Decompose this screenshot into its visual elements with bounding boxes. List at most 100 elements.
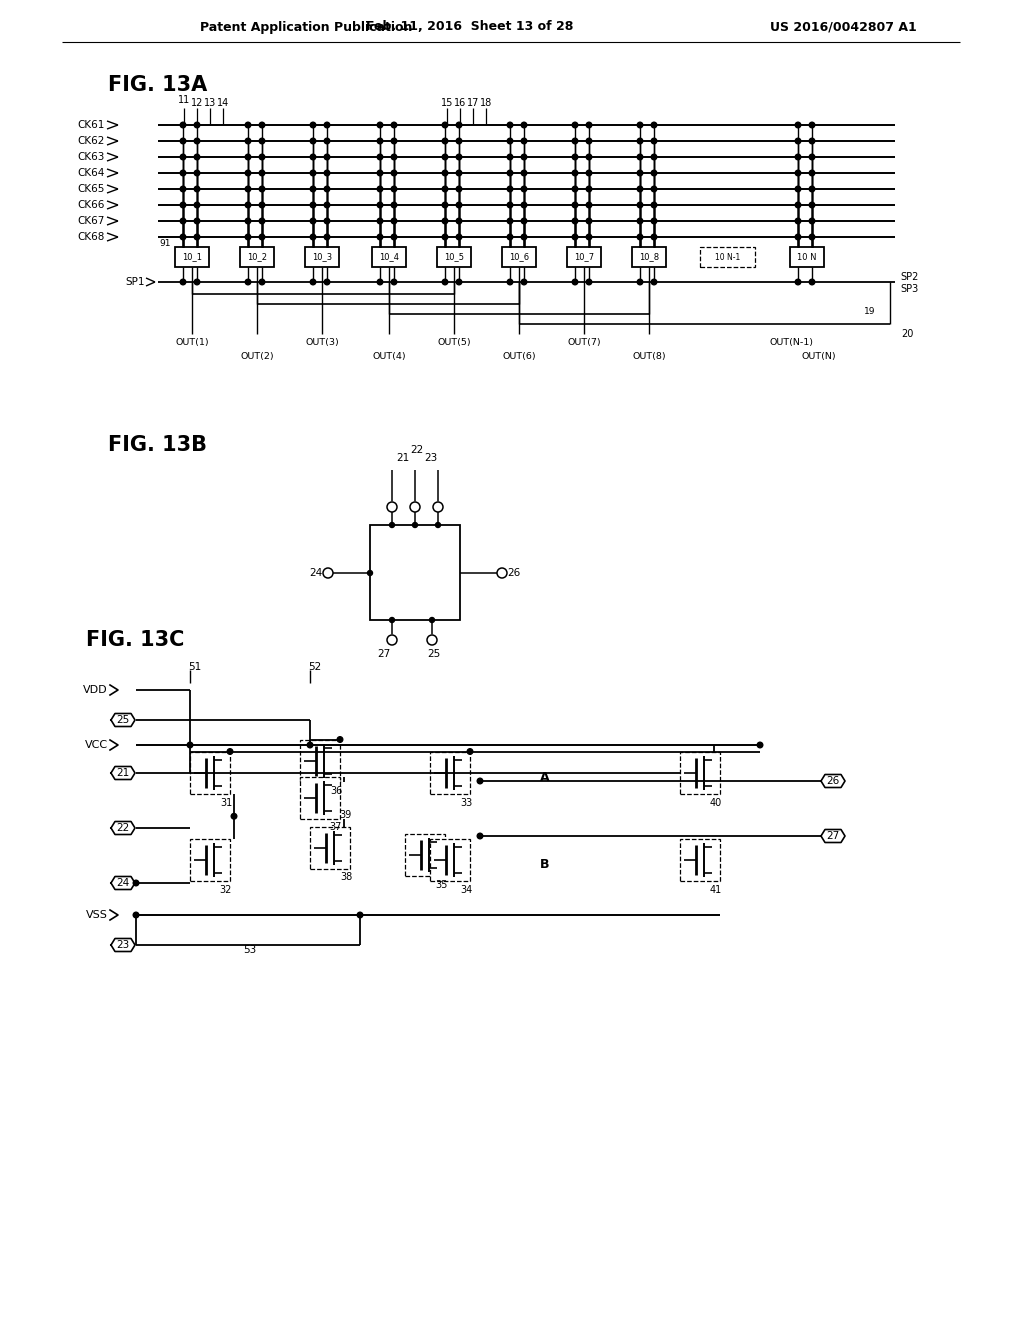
Bar <box>680 751 720 793</box>
Text: SP2: SP2 <box>900 272 919 282</box>
Bar <box>430 840 470 880</box>
Bar <box>437 247 471 267</box>
Text: CK66: CK66 <box>78 201 105 210</box>
Circle shape <box>651 218 656 224</box>
Circle shape <box>231 813 237 818</box>
Text: 22: 22 <box>117 822 130 833</box>
Circle shape <box>796 123 801 128</box>
Text: 33: 33 <box>460 797 472 808</box>
Text: 34: 34 <box>460 884 472 895</box>
Circle shape <box>310 186 315 191</box>
Circle shape <box>435 523 440 528</box>
Text: OUT(3): OUT(3) <box>305 338 339 346</box>
Text: 40: 40 <box>710 797 722 808</box>
Text: 31: 31 <box>220 797 232 808</box>
Circle shape <box>391 139 397 144</box>
Circle shape <box>651 154 656 160</box>
Circle shape <box>651 234 656 240</box>
Circle shape <box>572 154 578 160</box>
Text: 52: 52 <box>308 663 322 672</box>
Circle shape <box>521 123 526 128</box>
Circle shape <box>809 186 815 191</box>
Circle shape <box>180 280 185 285</box>
Circle shape <box>796 139 801 144</box>
Circle shape <box>521 202 526 207</box>
Circle shape <box>477 779 482 784</box>
Text: OUT(1): OUT(1) <box>175 338 209 346</box>
Circle shape <box>637 280 643 285</box>
Circle shape <box>259 186 265 191</box>
Circle shape <box>325 280 330 285</box>
Circle shape <box>586 202 592 207</box>
Circle shape <box>433 502 443 512</box>
Circle shape <box>457 170 462 176</box>
Circle shape <box>637 123 643 128</box>
Circle shape <box>245 154 251 160</box>
Text: 17: 17 <box>467 98 479 108</box>
Circle shape <box>651 123 656 128</box>
Bar <box>190 840 230 880</box>
Bar <box>680 840 720 880</box>
Circle shape <box>180 234 185 240</box>
Circle shape <box>391 154 397 160</box>
Text: 19: 19 <box>864 308 876 317</box>
Circle shape <box>377 280 383 285</box>
Text: FIG. 13C: FIG. 13C <box>86 630 184 649</box>
Circle shape <box>195 234 200 240</box>
Circle shape <box>325 234 330 240</box>
Circle shape <box>259 139 265 144</box>
Circle shape <box>572 202 578 207</box>
Circle shape <box>442 218 447 224</box>
Circle shape <box>507 202 513 207</box>
Text: CK64: CK64 <box>78 168 105 178</box>
Circle shape <box>757 742 763 748</box>
Circle shape <box>457 202 462 207</box>
Bar <box>310 826 350 869</box>
Text: 13: 13 <box>204 98 216 108</box>
Circle shape <box>521 234 526 240</box>
Text: FIG. 13A: FIG. 13A <box>108 75 207 95</box>
Text: 24: 24 <box>309 568 323 578</box>
Circle shape <box>809 154 815 160</box>
Text: SP1: SP1 <box>126 277 145 286</box>
Text: OUT(N-1): OUT(N-1) <box>770 338 814 346</box>
Circle shape <box>310 170 315 176</box>
Text: 37: 37 <box>330 822 342 833</box>
Circle shape <box>377 139 383 144</box>
Circle shape <box>259 154 265 160</box>
Text: 11: 11 <box>178 95 190 106</box>
Text: 10_8: 10_8 <box>639 252 659 261</box>
Circle shape <box>245 234 251 240</box>
Circle shape <box>180 139 185 144</box>
Circle shape <box>457 139 462 144</box>
Circle shape <box>637 154 643 160</box>
Circle shape <box>245 280 251 285</box>
Text: 39: 39 <box>339 810 351 821</box>
Circle shape <box>507 139 513 144</box>
Circle shape <box>389 523 394 528</box>
Circle shape <box>809 123 815 128</box>
Circle shape <box>521 139 526 144</box>
Text: 10_5: 10_5 <box>444 252 464 261</box>
Circle shape <box>180 202 185 207</box>
Text: CK63: CK63 <box>78 152 105 162</box>
Text: 53: 53 <box>244 945 257 954</box>
Text: 12: 12 <box>190 98 203 108</box>
Text: OUT(4): OUT(4) <box>372 352 406 362</box>
Circle shape <box>809 280 815 285</box>
Circle shape <box>195 170 200 176</box>
Circle shape <box>325 170 330 176</box>
Text: 26: 26 <box>507 568 520 578</box>
Circle shape <box>410 502 420 512</box>
Text: 10 N: 10 N <box>798 252 817 261</box>
Circle shape <box>377 218 383 224</box>
Circle shape <box>497 568 507 578</box>
Circle shape <box>325 202 330 207</box>
Circle shape <box>391 186 397 191</box>
Text: 25: 25 <box>117 715 130 725</box>
Text: VSS: VSS <box>86 909 108 920</box>
Bar <box>502 247 536 267</box>
Circle shape <box>796 234 801 240</box>
Circle shape <box>259 123 265 128</box>
Circle shape <box>442 139 447 144</box>
